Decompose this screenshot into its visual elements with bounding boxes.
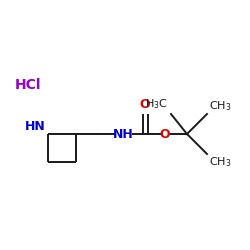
Text: O: O (140, 98, 150, 111)
Text: HCl: HCl (15, 78, 41, 92)
Text: CH$_3$: CH$_3$ (209, 99, 232, 113)
Text: CH$_3$: CH$_3$ (209, 155, 232, 169)
Text: O: O (160, 128, 170, 140)
Text: HN: HN (25, 120, 46, 133)
Text: NH: NH (112, 128, 134, 140)
Text: H$_3$C: H$_3$C (145, 97, 168, 111)
